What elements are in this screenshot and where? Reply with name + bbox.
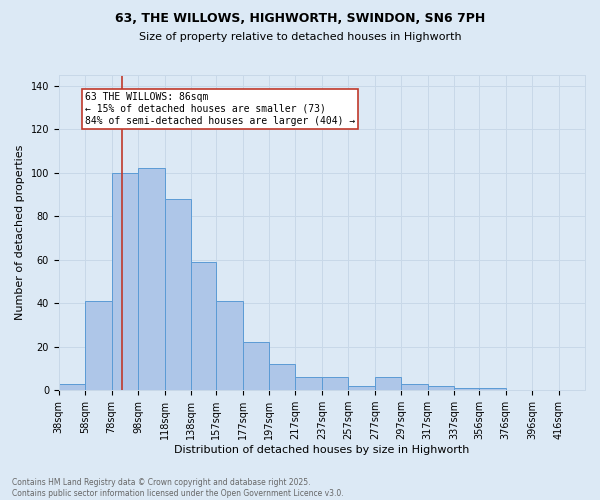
Bar	[191, 262, 216, 390]
Bar	[112, 173, 138, 390]
Bar	[216, 301, 242, 390]
Bar	[138, 168, 164, 390]
X-axis label: Distribution of detached houses by size in Highworth: Distribution of detached houses by size …	[174, 445, 470, 455]
Bar	[479, 388, 506, 390]
Bar	[164, 199, 191, 390]
Bar	[295, 377, 322, 390]
Bar	[322, 377, 349, 390]
Text: 63 THE WILLOWS: 86sqm
← 15% of detached houses are smaller (73)
84% of semi-deta: 63 THE WILLOWS: 86sqm ← 15% of detached …	[85, 92, 355, 126]
Bar	[269, 364, 295, 390]
Bar	[85, 301, 112, 390]
Bar	[349, 386, 375, 390]
Bar	[375, 377, 401, 390]
Bar	[454, 388, 479, 390]
Y-axis label: Number of detached properties: Number of detached properties	[15, 145, 25, 320]
Bar	[428, 386, 454, 390]
Text: Contains HM Land Registry data © Crown copyright and database right 2025.
Contai: Contains HM Land Registry data © Crown c…	[12, 478, 344, 498]
Bar	[59, 384, 85, 390]
Text: 63, THE WILLOWS, HIGHWORTH, SWINDON, SN6 7PH: 63, THE WILLOWS, HIGHWORTH, SWINDON, SN6…	[115, 12, 485, 26]
Text: Size of property relative to detached houses in Highworth: Size of property relative to detached ho…	[139, 32, 461, 42]
Bar	[401, 384, 428, 390]
Bar	[242, 342, 269, 390]
